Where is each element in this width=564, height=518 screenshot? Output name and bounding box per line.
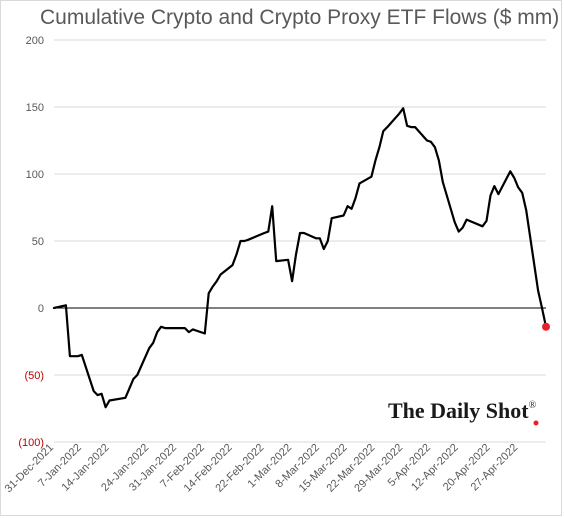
y-tick-label: 100 (26, 169, 44, 181)
y-axis-tick-labels: 200 150 100 50 0 (50) (100) (18, 35, 44, 449)
gridlines (54, 39, 546, 443)
end-marker-group (533, 322, 550, 426)
the-daily-shot-logo: The Daily Shot® (388, 398, 536, 424)
y-tick-label: (100) (18, 437, 44, 449)
chart-title: Cumulative Crypto and Crypto Proxy ETF F… (40, 6, 560, 29)
y-tick-label: 150 (26, 102, 44, 114)
logo-dot (533, 420, 539, 426)
y-tick-label: 50 (32, 236, 44, 248)
series-group (52, 107, 548, 409)
series-line (52, 107, 548, 409)
logo-registered-mark: ® (528, 400, 537, 411)
y-tick-label: (50) (24, 370, 44, 382)
x-axis-tick-labels: 31-Dec-20217-Jan-202214-Jan-202224-Jan-2… (3, 442, 521, 495)
y-tick-label: 0 (38, 303, 44, 315)
end-marker (542, 322, 550, 331)
y-tick-label: 200 (26, 35, 44, 47)
logo-text: The Daily Shot (388, 398, 529, 423)
